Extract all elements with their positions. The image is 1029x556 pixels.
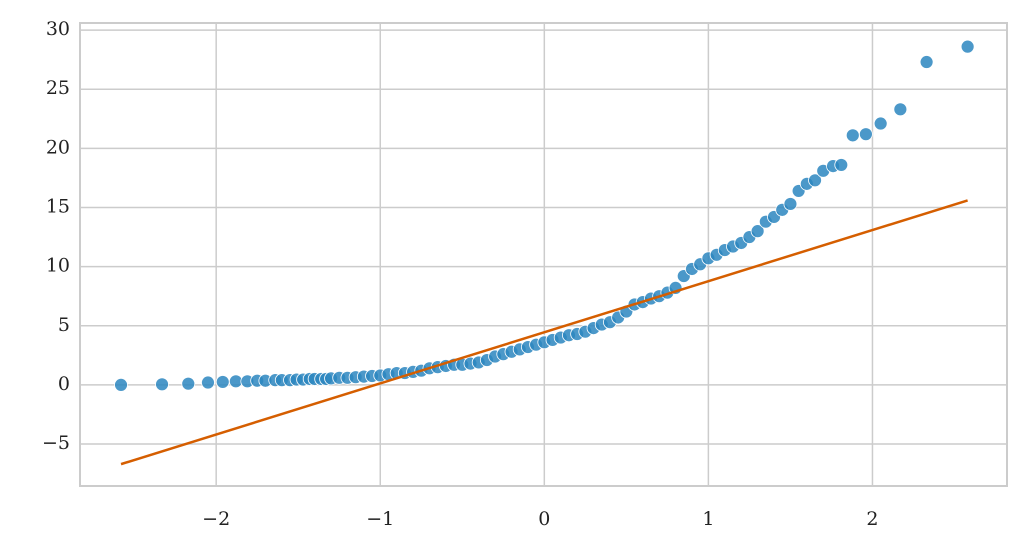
- data-point: [873, 116, 888, 131]
- data-point: [845, 128, 860, 143]
- x-tick-label: −1: [366, 508, 394, 530]
- data-point: [750, 224, 765, 239]
- data-point: [858, 127, 873, 142]
- plot-area: [80, 23, 1007, 486]
- data-point: [960, 39, 975, 54]
- y-tick-label: 15: [46, 195, 70, 217]
- y-tick-label: 25: [46, 77, 70, 99]
- data-point: [181, 376, 196, 391]
- data-point: [834, 158, 849, 172]
- data-point: [215, 375, 230, 389]
- y-tick-label: 5: [58, 314, 70, 336]
- x-tick-label: −2: [202, 508, 230, 530]
- data-point: [155, 377, 169, 392]
- data-point: [808, 173, 822, 188]
- data-point: [783, 197, 798, 211]
- data-point: [228, 374, 243, 389]
- x-tick-label: 0: [538, 508, 550, 530]
- x-tick-label: 2: [866, 508, 878, 530]
- y-tick-label: 20: [46, 136, 70, 158]
- data-point: [114, 377, 128, 392]
- y-tick-label: −5: [42, 432, 70, 454]
- data-point: [201, 375, 215, 390]
- y-tick-label: 10: [46, 255, 70, 277]
- data-point: [893, 102, 908, 117]
- y-tick-label: 0: [58, 373, 70, 395]
- x-tick-label: 1: [702, 508, 714, 530]
- fit-line: [120, 199, 968, 466]
- plot-frame: [79, 22, 1008, 487]
- data-point: [919, 55, 934, 69]
- y-tick-label: 30: [46, 18, 70, 40]
